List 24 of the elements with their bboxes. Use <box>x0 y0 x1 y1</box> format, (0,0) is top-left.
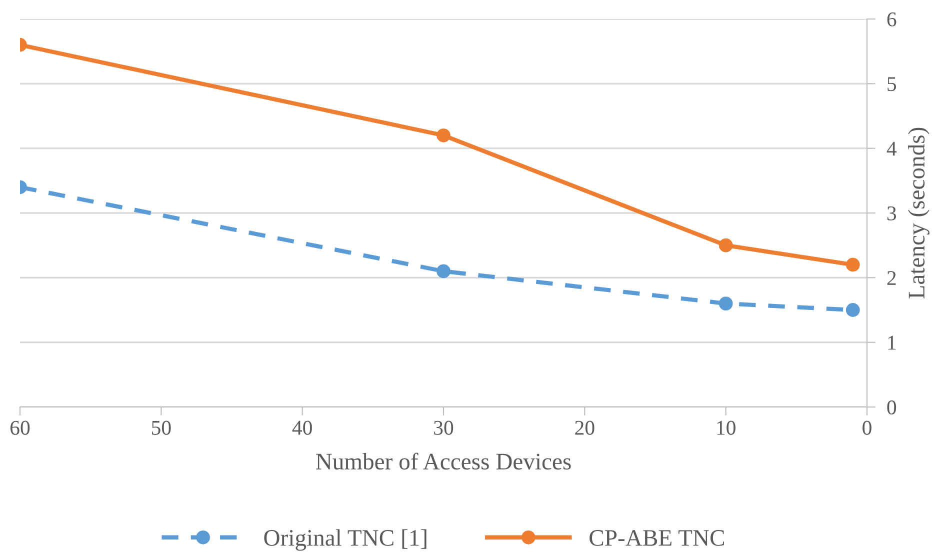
point <box>718 296 733 310</box>
point <box>436 128 450 142</box>
x-tick-label: 40 <box>292 420 312 435</box>
point <box>846 258 860 272</box>
y-axis-title: Latency (seconds) <box>908 128 930 299</box>
point <box>436 264 450 278</box>
y-tick-label: 1 <box>888 336 896 350</box>
legend-label: Original TNC [1] <box>264 529 426 551</box>
x-tick-label: 30 <box>434 420 454 435</box>
x-tick-label: 20 <box>575 420 594 435</box>
point <box>718 238 733 252</box>
y-tick-label: 5 <box>888 77 896 92</box>
x-tick-label: 0 <box>862 420 872 435</box>
y-tick-label: 0 <box>887 400 896 414</box>
x-tick-label: 50 <box>152 420 171 435</box>
y-tick-label: 2 <box>887 271 896 285</box>
y-tick-label: 6 <box>887 12 896 26</box>
x-tick-label: 60 <box>10 420 30 435</box>
y-tick-label: 4 <box>886 142 897 156</box>
legend-label: CP-ABE TNC <box>590 530 724 546</box>
y-tick-label: 3 <box>887 206 896 220</box>
point <box>846 303 860 317</box>
x-axis-title: Number of Access Devices <box>316 452 571 470</box>
x-tick-label: 10 <box>717 420 736 435</box>
